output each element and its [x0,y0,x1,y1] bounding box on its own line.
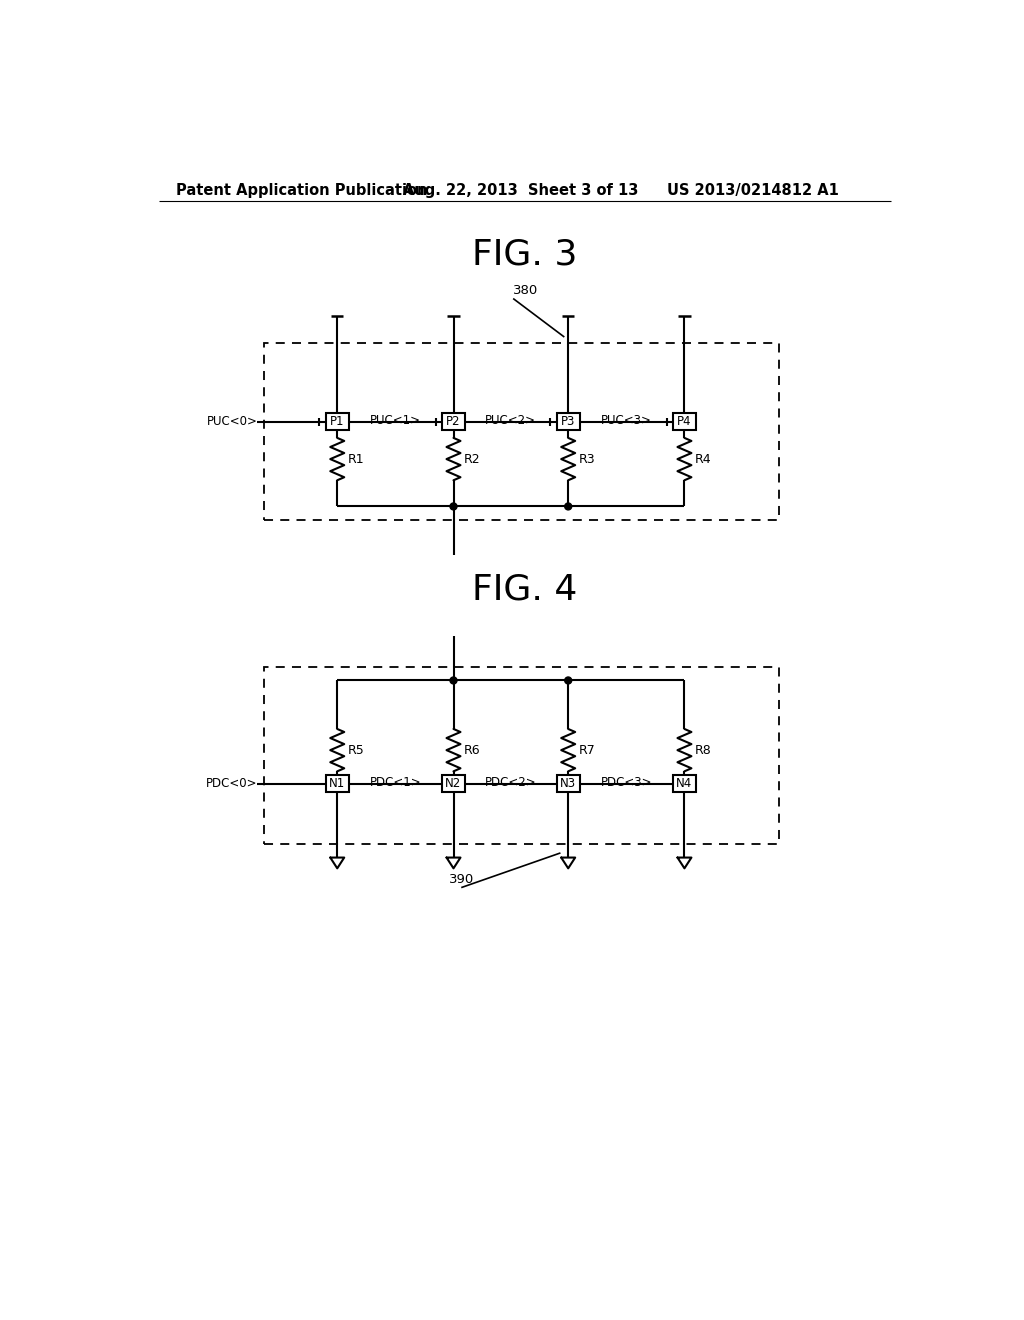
Bar [673,413,696,430]
Bar [557,775,580,792]
Bar [326,775,349,792]
Text: R6: R6 [464,743,480,756]
Text: FIG. 3: FIG. 3 [472,238,578,272]
Bar [326,413,349,430]
Text: R5: R5 [347,743,365,756]
Bar [673,775,696,792]
Bar [263,667,779,843]
Text: PDC<0>: PDC<0> [206,777,257,791]
Text: R1: R1 [347,453,364,466]
Text: PUC<1>: PUC<1> [370,414,421,428]
Text: PUC<3>: PUC<3> [601,414,651,428]
Text: Patent Application Publication: Patent Application Publication [176,183,428,198]
Text: R4: R4 [694,453,711,466]
Text: N2: N2 [445,777,462,791]
Text: FIG. 4: FIG. 4 [472,573,578,607]
Text: PUC<0>: PUC<0> [207,416,257,428]
Bar [442,775,465,792]
Bar [263,343,779,520]
Text: 390: 390 [449,873,474,886]
Bar [442,413,465,430]
Text: N4: N4 [676,777,692,791]
Circle shape [564,503,571,510]
Circle shape [450,503,457,510]
Text: N1: N1 [329,777,345,791]
Text: N3: N3 [560,777,577,791]
Text: P3: P3 [561,416,575,428]
Bar [557,413,580,430]
Text: 380: 380 [513,284,539,297]
Circle shape [450,677,457,684]
Text: R3: R3 [579,453,595,466]
Circle shape [564,677,571,684]
Text: PDC<1>: PDC<1> [370,776,421,789]
Text: P4: P4 [677,416,691,428]
Text: PDC<2>: PDC<2> [485,776,537,789]
Text: R2: R2 [464,453,480,466]
Text: P1: P1 [330,416,344,428]
Text: US 2013/0214812 A1: US 2013/0214812 A1 [667,183,839,198]
Text: R8: R8 [694,743,712,756]
Text: Aug. 22, 2013  Sheet 3 of 13: Aug. 22, 2013 Sheet 3 of 13 [403,183,639,198]
Text: P2: P2 [446,416,461,428]
Text: PDC<3>: PDC<3> [600,776,652,789]
Text: PUC<2>: PUC<2> [485,414,537,428]
Text: R7: R7 [579,743,595,756]
